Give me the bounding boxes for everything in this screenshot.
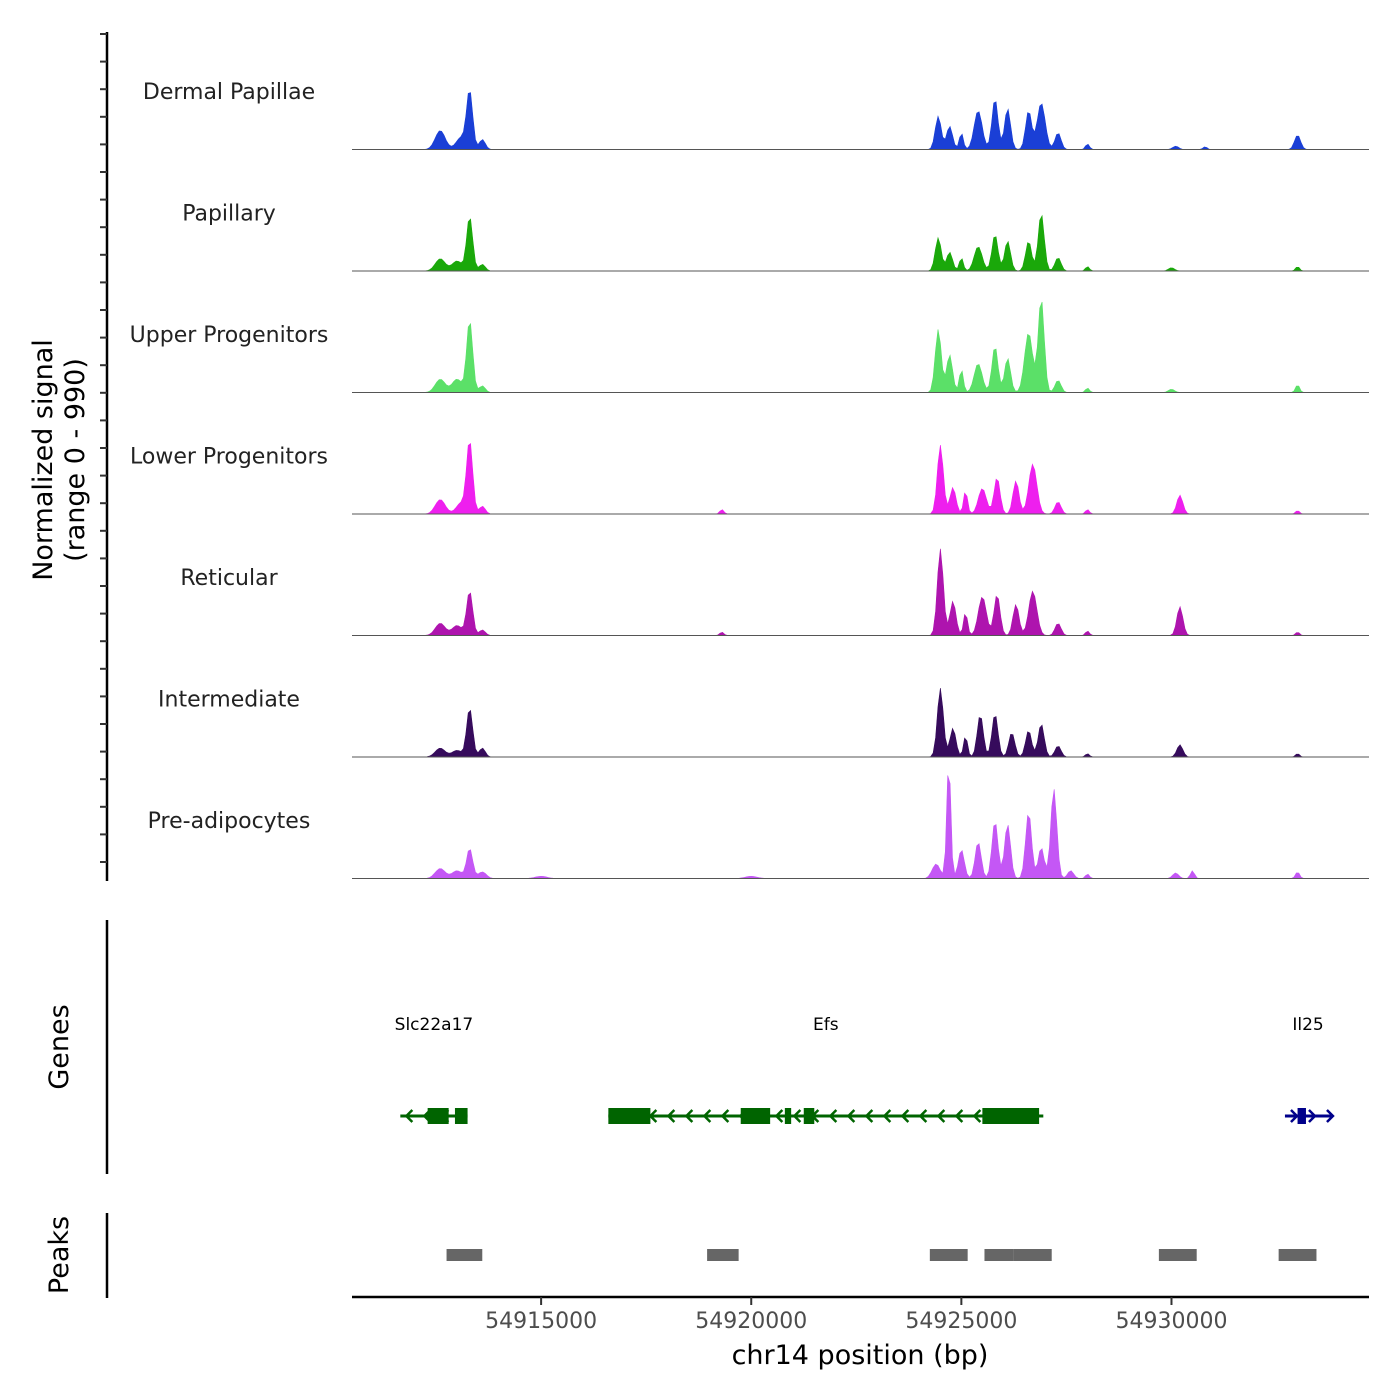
strand-arrow bbox=[792, 1109, 802, 1123]
strand-arrow bbox=[404, 1109, 414, 1123]
strand-arrow bbox=[846, 1109, 856, 1123]
coverage-track: Upper Progenitors bbox=[130, 301, 1369, 393]
track-label: Upper Progenitors bbox=[130, 323, 329, 348]
gene-label: Efs bbox=[813, 1015, 839, 1035]
gene-exon bbox=[608, 1108, 651, 1124]
coverage-track: Papillary bbox=[182, 202, 1369, 272]
strand-arrow bbox=[774, 1109, 784, 1123]
strand-arrow bbox=[1326, 1109, 1335, 1123]
track-label: Papillary bbox=[182, 202, 276, 227]
coverage-area bbox=[352, 548, 1369, 636]
strand-arrow bbox=[720, 1109, 730, 1123]
peaks-panel-label: Peaks bbox=[44, 1216, 75, 1294]
strand-arrow bbox=[900, 1109, 910, 1123]
coverage-area bbox=[352, 443, 1369, 515]
strand-arrow bbox=[1308, 1109, 1317, 1123]
gene-model: Efs bbox=[608, 1015, 1044, 1124]
peak-region bbox=[707, 1249, 739, 1261]
strand-arrow bbox=[684, 1109, 694, 1123]
peak-region bbox=[984, 1249, 1014, 1261]
coverage-area bbox=[352, 775, 1369, 879]
genes-panel-label: Genes bbox=[44, 1004, 75, 1089]
coverage-area bbox=[352, 688, 1369, 758]
gene-exon bbox=[740, 1108, 771, 1124]
y-axis-title-line1: Normalized signal bbox=[28, 339, 59, 581]
peak-region bbox=[1158, 1249, 1197, 1261]
strand-arrow bbox=[882, 1109, 892, 1123]
coverage-tracks: Dermal Papillae Papillary Upper Progenitor… bbox=[130, 80, 1369, 879]
strand-arrow bbox=[666, 1109, 676, 1123]
strand-arrow bbox=[936, 1109, 946, 1123]
x-tick-label: 54915000 bbox=[485, 1309, 597, 1334]
x-tick-label: 54925000 bbox=[905, 1309, 1017, 1334]
track-label: Dermal Papillae bbox=[143, 80, 315, 105]
x-tick-label: 54920000 bbox=[695, 1309, 807, 1334]
coverage-track: Pre-adipocytes bbox=[148, 775, 1369, 879]
x-axis-title: chr14 position (bp) bbox=[732, 1340, 989, 1371]
x-tick-label: 54930000 bbox=[1115, 1309, 1227, 1334]
gene-exon bbox=[784, 1108, 792, 1124]
peak-region bbox=[1278, 1249, 1317, 1261]
track-label: Intermediate bbox=[158, 688, 300, 713]
coverage-area bbox=[352, 214, 1369, 272]
strand-arrow bbox=[918, 1109, 928, 1123]
gene-model: Il25 bbox=[1284, 1015, 1335, 1124]
gene-exon bbox=[454, 1108, 468, 1124]
peak-region bbox=[446, 1249, 483, 1261]
strand-arrow bbox=[954, 1109, 964, 1123]
gene-model: Slc22a17 bbox=[395, 1015, 474, 1124]
track-label: Reticular bbox=[180, 566, 278, 591]
track-label: Pre-adipocytes bbox=[148, 809, 311, 834]
gene-exon bbox=[1297, 1108, 1306, 1124]
peak-region bbox=[1013, 1249, 1052, 1261]
coverage-track: Intermediate bbox=[158, 688, 1369, 758]
peak-region bbox=[929, 1249, 968, 1261]
gene-exon bbox=[803, 1108, 815, 1124]
gene-exon bbox=[427, 1108, 449, 1124]
coverage-y-axis bbox=[100, 32, 109, 881]
gene-annotations: Slc22a17 Efs Il25 bbox=[395, 1015, 1335, 1124]
strand-arrow bbox=[972, 1109, 982, 1123]
coverage-area bbox=[352, 92, 1369, 150]
coverage-track: Dermal Papillae bbox=[143, 80, 1369, 150]
coverage-area bbox=[352, 301, 1369, 393]
gene-exon bbox=[982, 1108, 1040, 1124]
strand-arrow bbox=[702, 1109, 712, 1123]
gene-label: Slc22a17 bbox=[395, 1015, 474, 1035]
coverage-track: Lower Progenitors bbox=[130, 443, 1369, 515]
peak-regions bbox=[446, 1249, 1317, 1261]
strand-arrow bbox=[1290, 1109, 1299, 1123]
gene-label: Il25 bbox=[1292, 1015, 1323, 1035]
x-axis: 54915000 54920000 54925000 54930000 bbox=[485, 1297, 1227, 1334]
track-label: Lower Progenitors bbox=[130, 445, 328, 470]
strand-arrow bbox=[828, 1109, 838, 1123]
y-axis-title: Normalized signal (range 0 - 990) bbox=[28, 339, 91, 581]
y-axis-title-line2: (range 0 - 990) bbox=[60, 358, 91, 562]
strand-arrow bbox=[864, 1109, 874, 1123]
coverage-track: Reticular bbox=[180, 548, 1369, 636]
